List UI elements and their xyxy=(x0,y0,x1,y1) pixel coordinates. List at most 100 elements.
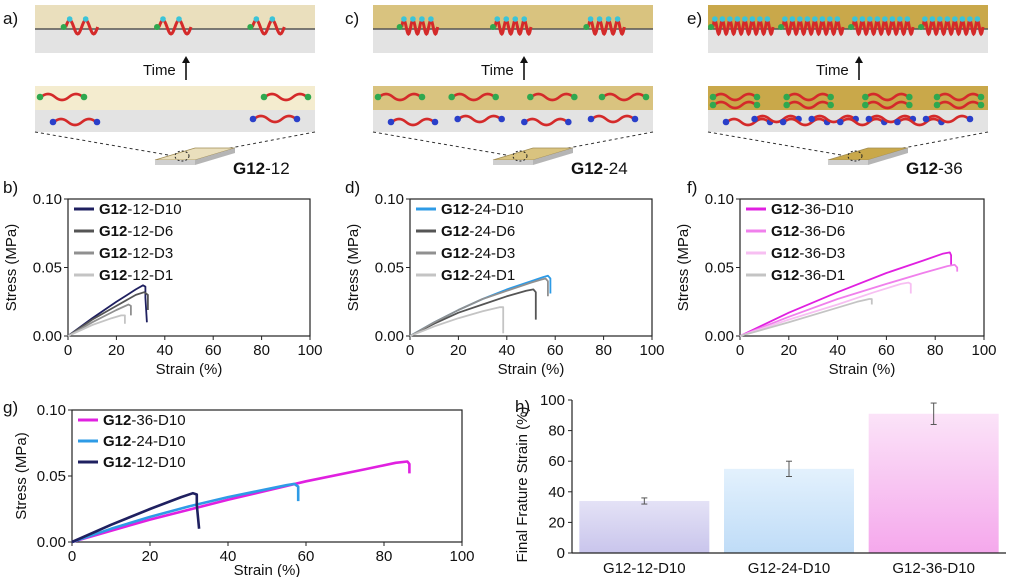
coil-end xyxy=(827,93,834,101)
legend-label-rest: -12-D1 xyxy=(127,267,173,284)
helix-end xyxy=(918,24,924,30)
legend-label-bold: G12 xyxy=(103,454,131,471)
helix-end xyxy=(396,24,403,30)
coil-end xyxy=(709,101,717,109)
time-arrow-head xyxy=(855,56,863,63)
zoom-spot xyxy=(847,150,863,162)
coil-strand xyxy=(530,92,575,102)
film-slab-edge xyxy=(533,148,573,165)
legend-label: G12-24-D10 xyxy=(103,433,186,450)
coil-end xyxy=(922,115,930,123)
series-line xyxy=(71,482,300,544)
coil-end xyxy=(80,93,88,101)
legend-label-bold: G12 xyxy=(103,433,131,450)
y-tick-label: 60 xyxy=(548,453,565,470)
series-line xyxy=(67,303,132,337)
y-tick-label: 0.00 xyxy=(33,328,62,345)
film-slab-side xyxy=(155,160,195,165)
helix-bead xyxy=(719,16,726,22)
helix-bead xyxy=(614,16,621,22)
coil-end xyxy=(933,93,941,101)
sample-label-bold: G12 xyxy=(571,159,603,178)
helix-bead xyxy=(428,16,434,22)
coil-end xyxy=(836,118,844,126)
film-slab-side xyxy=(493,160,533,165)
legend-label: G12-24-D10 xyxy=(441,201,524,218)
x-tick-label: 80 xyxy=(253,342,270,359)
helix-bead xyxy=(782,16,788,22)
zoom-line xyxy=(372,131,513,157)
helix-end xyxy=(848,24,854,30)
coil-end xyxy=(642,93,650,101)
coil-end xyxy=(709,93,717,101)
sample-label: G12-12 xyxy=(233,159,290,178)
coil-end xyxy=(521,118,528,126)
schematic-1: Time G12-24 xyxy=(372,5,654,178)
helix-bead xyxy=(967,16,973,22)
sample-label-bold: G12 xyxy=(233,159,265,178)
y-axis-label: Stress (MPa) xyxy=(3,224,20,312)
x-tick-label: 40 xyxy=(829,342,846,359)
coil-end xyxy=(387,118,395,126)
series-line xyxy=(409,277,549,337)
category-label: G12-36-D10 xyxy=(892,560,975,577)
substrate-layer xyxy=(35,29,315,53)
coil-end xyxy=(722,118,730,126)
legend-label-rest: -24-D10 xyxy=(131,433,185,450)
coil-end xyxy=(906,93,913,101)
coil-strand xyxy=(786,100,831,110)
helix-bead xyxy=(812,16,818,22)
film-layer xyxy=(373,86,653,110)
chart-f: 0 20 40 60 80 100 0.00 0.05 0.10 Strain (%) Stress… xyxy=(675,191,997,378)
coil-end xyxy=(454,115,461,123)
x-tick-label: 100 xyxy=(971,342,996,359)
helix-bead xyxy=(959,16,966,22)
helix-end xyxy=(154,24,160,30)
helix-bead xyxy=(176,16,182,22)
helix-bead xyxy=(889,16,896,22)
legend-label: G12-12-D3 xyxy=(99,245,173,262)
helix-bead xyxy=(253,16,260,22)
coil-end xyxy=(448,93,455,101)
helix-bead xyxy=(897,16,903,22)
coil-end xyxy=(631,115,639,123)
coil-end xyxy=(498,115,505,123)
x-tick-label: 0 xyxy=(736,342,744,359)
series-line xyxy=(67,291,149,337)
sample-label-rest: -12 xyxy=(265,159,290,178)
coil-strand xyxy=(937,92,981,102)
helix-bead xyxy=(904,16,911,22)
chart-b: 0 20 40 60 80 100 0.00 0.05 0.10 Strain (%) Stress… xyxy=(3,191,323,378)
coil-strand xyxy=(937,100,981,110)
time-label: Time xyxy=(816,62,849,79)
time-label: Time xyxy=(143,62,176,79)
coil-strand xyxy=(811,114,856,124)
coil-strand xyxy=(40,92,84,102)
coil-strand xyxy=(524,117,569,127)
coil-strand xyxy=(754,114,799,124)
helix-bead xyxy=(874,16,881,22)
helix-bead xyxy=(512,16,519,22)
helix-bead xyxy=(944,16,951,22)
series-line xyxy=(739,281,912,337)
coil-end xyxy=(977,101,985,109)
helix-bead xyxy=(494,16,501,22)
coil-end xyxy=(906,101,913,109)
x-tick-label: 80 xyxy=(595,342,612,359)
helix-end xyxy=(583,24,590,30)
coil-end xyxy=(93,118,101,126)
coil-strand xyxy=(457,114,502,124)
helix-bead xyxy=(804,16,811,22)
helix-bead xyxy=(952,16,958,22)
helix-end xyxy=(490,24,496,30)
x-tick-label: 60 xyxy=(878,342,895,359)
zoom-line xyxy=(34,131,175,157)
coil-end xyxy=(374,93,382,101)
legend-label-bold: G12 xyxy=(441,223,469,240)
legend-label-rest: -36-D10 xyxy=(131,412,185,429)
x-tick-label: 100 xyxy=(449,548,474,565)
legend-label-bold: G12 xyxy=(441,267,469,284)
x-tick-label: 40 xyxy=(498,342,515,359)
y-axis-label: Stress (MPa) xyxy=(13,432,30,520)
